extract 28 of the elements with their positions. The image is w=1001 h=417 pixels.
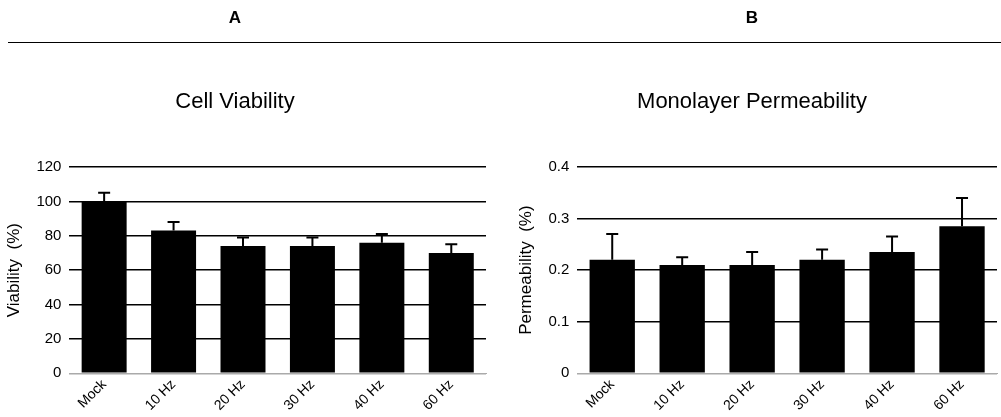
y-tick-label: 0.2 [548,260,570,278]
y-tick-label: 100 [36,191,62,209]
y-tick-label: 0.4 [548,157,570,175]
text: A [228,8,242,28]
y-axis-title: Viability (%) [3,223,23,318]
y-tick-label: 80 [44,225,62,243]
x-tick-label: 20 Hz [719,375,757,413]
x-tick-label: 40 Hz [349,375,387,413]
chart-title: Monolayer Permeability [637,88,867,114]
y-tick-label: 0 [560,363,570,381]
x-tick-label: 30 Hz [280,375,318,413]
y-tick-label: 120 [36,157,62,175]
y-tick-label: 0.3 [548,208,570,226]
text: B [745,8,759,28]
x-tick-label: 60 Hz [929,375,967,413]
x-tick-label: 10 Hz [649,375,688,413]
y-tick-label: 60 [44,260,62,278]
x-tick-label: 60 Hz [418,375,457,413]
y-tick-label: 0.1 [548,311,570,329]
x-tick-label: 20 Hz [210,375,248,413]
chart-title: Cell Viability [175,88,295,114]
y-tick-label: 20 [44,329,62,347]
x-tick-label: 30 Hz [789,375,827,413]
x-tick-label: 10 Hz [141,375,179,413]
x-tick-label: 40 Hz [859,375,897,413]
y-tick-label: 0 [53,363,62,381]
y-axis-title: Permeability (%) [515,205,535,335]
y-tick-label: 40 [44,294,62,312]
